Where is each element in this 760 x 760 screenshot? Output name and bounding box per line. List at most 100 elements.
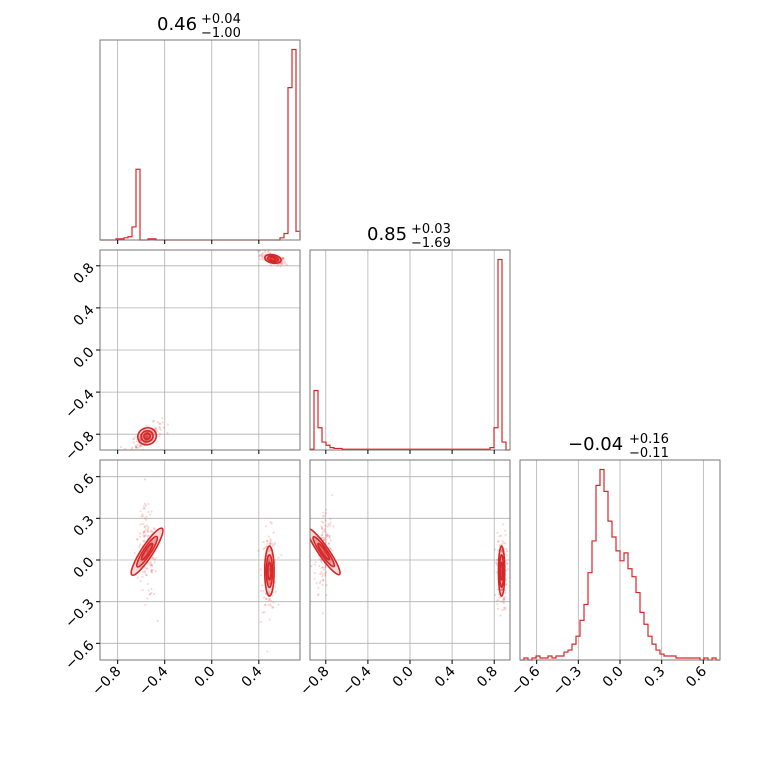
sample-point — [158, 435, 161, 438]
sample-point — [273, 543, 276, 546]
sample-point — [132, 437, 136, 440]
sample-point — [153, 561, 156, 564]
sample-point — [494, 561, 498, 564]
sample-point — [139, 510, 142, 513]
x-tick-label: −0.6 — [508, 663, 543, 698]
title-value: 0.85 — [367, 224, 407, 245]
sample-point — [327, 542, 330, 545]
density-contour — [265, 554, 274, 589]
sample-point — [316, 593, 319, 597]
sample-point — [495, 562, 498, 565]
sample-point — [268, 542, 272, 545]
sample-point — [505, 547, 508, 551]
sample-point — [266, 650, 269, 653]
sample-point — [150, 570, 153, 573]
sample-point — [138, 535, 142, 538]
y-tick-label: −0.6 — [62, 638, 97, 673]
sample-point — [142, 540, 145, 543]
sample-point — [273, 541, 277, 544]
sample-point — [150, 568, 153, 572]
sample-point — [280, 554, 283, 557]
y-tick-label: 0.0 — [71, 554, 98, 581]
sample-point — [258, 255, 261, 258]
sample-point — [146, 436, 149, 439]
sample-point — [269, 542, 272, 545]
sample-point — [154, 428, 158, 431]
sample-point — [265, 597, 268, 600]
sample-point — [502, 597, 506, 600]
sample-point — [166, 423, 170, 426]
sample-point — [143, 507, 146, 510]
x-axis-labels-2: −0.8 −0.4 0.0 0.4 0.8 — [297, 663, 501, 698]
histogram-panel-2 — [309, 249, 511, 454]
density-contour — [130, 527, 164, 577]
sample-point — [148, 513, 152, 516]
sample-point — [332, 525, 335, 528]
sample-point — [139, 445, 142, 448]
sample-point — [138, 532, 142, 535]
sample-point — [506, 549, 509, 553]
sample-point — [261, 255, 264, 258]
sample-point — [500, 588, 503, 592]
y-tick-label: 0.0 — [71, 344, 98, 371]
sample-point — [146, 529, 149, 532]
sample-point — [268, 597, 271, 600]
sample-point — [495, 599, 498, 602]
sample-point — [499, 614, 502, 617]
sample-point — [329, 547, 333, 551]
sample-point — [144, 517, 147, 520]
sample-point — [267, 250, 270, 253]
panel-frame — [99, 39, 301, 241]
sample-point — [151, 531, 154, 534]
sample-point — [320, 534, 323, 537]
sample-point — [321, 573, 324, 576]
sample-point — [268, 541, 271, 544]
sample-point — [124, 447, 127, 450]
sample-point — [317, 593, 320, 596]
sample-point — [119, 446, 122, 449]
sample-point — [326, 534, 329, 537]
sample-point — [498, 596, 501, 599]
sample-point — [283, 260, 286, 263]
sample-point — [500, 588, 504, 591]
sample-point — [323, 572, 326, 575]
sample-point — [270, 522, 273, 525]
sample-point — [496, 549, 500, 552]
sample-point — [322, 521, 325, 524]
sample-point — [504, 591, 507, 595]
sample-point — [506, 568, 509, 571]
sample-point — [321, 578, 325, 582]
sample-point — [506, 562, 509, 565]
sample-point — [158, 422, 161, 425]
sample-point — [281, 262, 284, 266]
sample-point — [322, 529, 325, 532]
sample-point — [269, 538, 272, 541]
sample-point — [139, 543, 142, 546]
sample-point — [324, 519, 327, 522]
sample-point — [269, 604, 273, 608]
sample-point — [281, 256, 284, 260]
x-axis-labels-1: −0.8 −0.4 0.0 0.4 — [89, 663, 266, 698]
sample-point — [142, 534, 145, 537]
sample-point — [328, 535, 331, 538]
sample-point — [501, 551, 504, 554]
sample-point — [143, 525, 147, 529]
sample-point — [264, 545, 267, 549]
histogram-step-line — [100, 48, 301, 241]
sample-point — [149, 564, 152, 567]
sample-point — [496, 607, 500, 611]
sample-point — [321, 566, 325, 569]
sample-point — [139, 579, 142, 583]
sample-point — [500, 588, 503, 592]
sample-point — [134, 435, 137, 438]
sample-point — [133, 552, 136, 555]
sample-point — [265, 525, 268, 528]
sample-point — [268, 618, 271, 621]
sample-point — [146, 534, 149, 538]
sample-point — [266, 542, 269, 546]
sample-point — [285, 263, 289, 266]
sample-point — [319, 572, 322, 576]
sample-point — [505, 562, 508, 565]
sample-point — [152, 419, 155, 422]
